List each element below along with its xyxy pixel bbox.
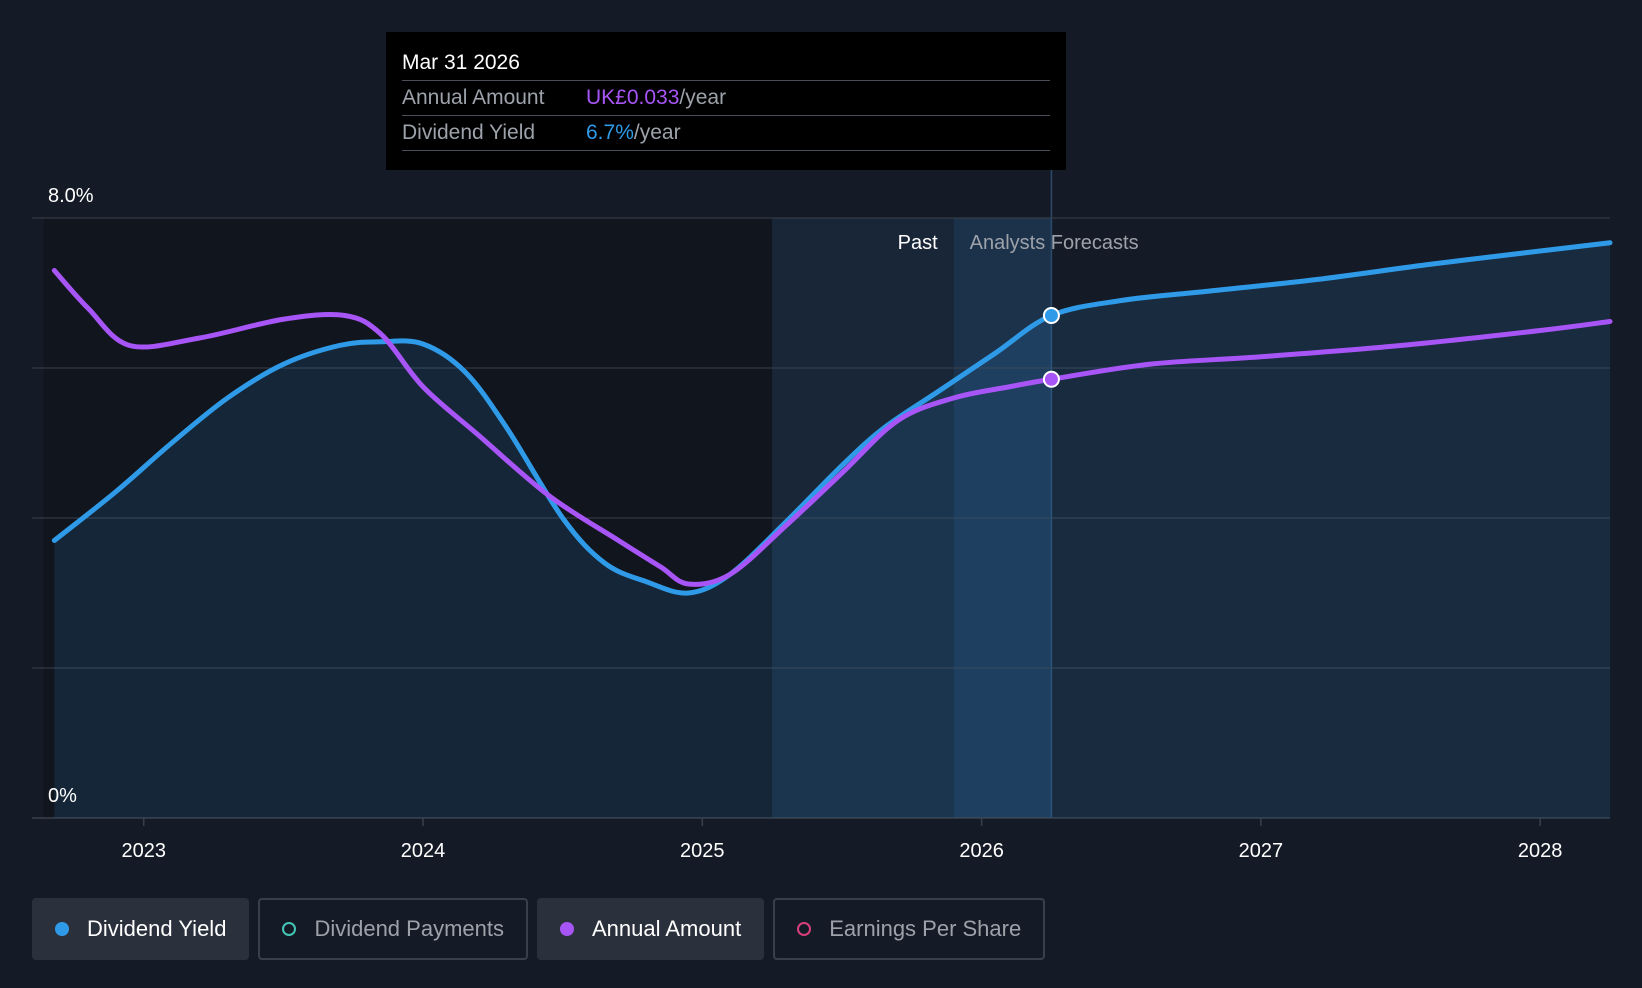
x-tick-label: 2028 (1518, 840, 1563, 862)
filled-circle-icon (559, 922, 574, 936)
axis-labels: 8.0% 0% 2023 2024 2025 2026 2027 2028 Past Analys… (48, 185, 1562, 862)
tooltip-date: Mar 31 2026 (402, 46, 1050, 81)
legend-dividend-yield[interactable]: Dividend Yield (32, 898, 250, 960)
x-tick-label: 2025 (680, 840, 725, 862)
dividend-yield-highlight-point (1042, 307, 1060, 324)
series-markers (1042, 307, 1060, 388)
dividend-yield-area (54, 242, 1610, 818)
forecast-label: Analysts Forecasts (970, 232, 1139, 254)
filled-circle-icon (55, 922, 69, 936)
tooltip-value: 6.7% (586, 121, 634, 144)
tooltip-label: Dividend Yield (402, 121, 536, 144)
tooltip-row-dividend-yield: Dividend Yield 6.7% /year (402, 116, 1050, 151)
tooltip-row-annual-amount: Annual Amount UK£0.033 /year (402, 81, 1050, 116)
y-tick-label: 8.0% (48, 185, 94, 207)
tooltip-label: Annual Amount (402, 86, 545, 109)
annual-amount-line (51, 268, 1613, 587)
past-label: Past (898, 232, 938, 254)
legend-label: Dividend Payments (314, 916, 504, 941)
hollow-circle-icon (282, 922, 297, 936)
x-tick-label: 2026 (959, 840, 1004, 862)
annual-amount-highlight-point (1042, 370, 1060, 388)
legend-label: Annual Amount (591, 916, 742, 941)
legend-dividend-payments[interactable]: Dividend Payments (258, 898, 528, 960)
grid-lines (32, 217, 1610, 826)
x-tick-label: 2024 (401, 840, 446, 862)
tooltip-value: UK£0.033 (586, 86, 680, 109)
legend-earnings-per-share[interactable]: Earnings Per Share (773, 898, 1046, 960)
dividend-yield-line (51, 240, 1613, 596)
hollow-circle-icon (797, 922, 812, 936)
legend-annual-amount[interactable]: Annual Amount (536, 898, 765, 960)
x-tick-label: 2027 (1239, 840, 1284, 862)
tooltip-unit: /year (679, 86, 727, 109)
series-areas (54, 242, 1610, 818)
chart-tooltip: Mar 31 2026 Annual Amount UK£0.033 /year… (386, 32, 1066, 170)
chart-legend: Dividend Yield Dividend Payments Annual … (32, 898, 1046, 960)
tooltip-unit: /year (633, 121, 681, 144)
legend-label: Dividend Yield (87, 916, 227, 941)
y-tick-label: 0% (48, 785, 77, 807)
series-lines (51, 240, 1613, 596)
legend-label: Earnings Per Share (829, 916, 1022, 941)
x-tick-label: 2023 (121, 840, 166, 862)
